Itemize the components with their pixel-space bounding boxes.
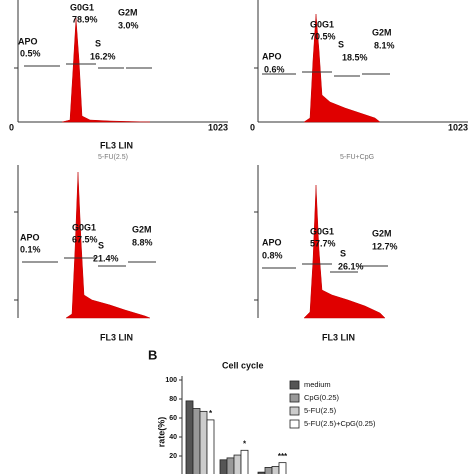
panel-label: B [148, 347, 157, 362]
gate-name: G2M [372, 27, 392, 37]
gate-name: G0G1 [72, 222, 96, 232]
axis-title: FL3 LIN [100, 140, 133, 150]
gate-name: APO [18, 36, 38, 46]
axis-title: FL3 LIN [100, 332, 133, 342]
gate-pct: 3.0% [118, 20, 139, 30]
bar [278, 462, 287, 474]
bar [226, 457, 235, 474]
gate-name: G2M [372, 228, 392, 238]
gate-pct: 8.1% [374, 40, 395, 50]
y-tick-label: 20 [169, 453, 177, 460]
gate-name: S [338, 39, 344, 49]
gate-pct: 67.5% [72, 234, 98, 244]
gate-pct: 26.1% [338, 261, 364, 271]
gate-pct: 0.6% [264, 64, 285, 74]
gate-pct: 70.5% [310, 31, 336, 41]
gate-pct: 12.7% [372, 241, 398, 251]
gate-name: APO [262, 237, 282, 247]
histogram [61, 17, 151, 123]
y-tick-label: 40 [169, 434, 177, 441]
bar [199, 410, 208, 474]
axis-label: 0 [9, 122, 14, 132]
annotation: * [243, 439, 247, 448]
gate-pct: 18.5% [342, 52, 368, 62]
y-tick-label: 60 [169, 415, 177, 422]
axis-label: 1023 [208, 122, 228, 132]
gate-name: S [95, 38, 101, 48]
axis-title: FL3 LIN [322, 332, 355, 342]
legend-swatch [289, 406, 300, 416]
gate-name: G2M [132, 224, 152, 234]
histogram [303, 184, 386, 319]
y-axis-title: rate(%) [156, 417, 166, 448]
histogram-panel: FL3 LIN APO 0.1% G0G1 67.5% S 21.4% G2M … [14, 165, 156, 342]
axis-label: 1023 [448, 122, 468, 132]
y-tick-label: 80 [169, 396, 177, 403]
histogram-panel: 0 1023 FL3 LIN APO 0.5% G0G1 78.9% S 16.… [9, 0, 228, 150]
legend-label: CpG(0.25) [304, 393, 340, 402]
legend-label: medium [304, 380, 331, 389]
gate-pct: 0.5% [20, 48, 41, 58]
legend-swatch [289, 393, 300, 403]
gate-name: G0G1 [310, 19, 334, 29]
histogram-panel: FL3 LIN APO 0.8% G0G1 57.7% S 26.1% G2M … [254, 165, 398, 342]
legend-label: 5-FU(2.5)+CpG(0.25) [304, 419, 376, 428]
histogram [65, 171, 151, 319]
gate-pct: 57.7% [310, 238, 336, 248]
bar [264, 466, 273, 474]
gate-pct: 78.9% [72, 14, 98, 24]
panel-title: 5-FU+CpG [340, 154, 374, 161]
bar [206, 419, 215, 474]
gate-pct: 16.2% [90, 51, 116, 61]
bar [219, 459, 228, 474]
gate-name: G0G1 [70, 2, 94, 12]
chart-title: Cell cycle [222, 360, 264, 370]
bar [233, 454, 242, 474]
bar [192, 408, 201, 474]
legend-swatch [289, 380, 300, 390]
legend-label: 5-FU(2.5) [304, 406, 337, 415]
panel-title: 5-FU(2.5) [98, 154, 128, 161]
gate-pct: 0.8% [262, 250, 283, 260]
legend-swatch [289, 419, 300, 429]
annotation: * [209, 409, 213, 418]
annotation: *** [278, 452, 288, 461]
bar [240, 449, 249, 474]
gate-pct: 8.8% [132, 237, 153, 247]
gate-pct: 0.1% [20, 244, 41, 254]
histogram [303, 13, 381, 123]
gate-name: APO [262, 51, 282, 61]
bar [271, 466, 280, 474]
axis-label: 0 [250, 122, 255, 132]
gate-pct: 21.4% [93, 253, 119, 263]
gate-name: S [98, 240, 104, 250]
gate-name: S [340, 248, 346, 258]
gate-name: G2M [118, 7, 138, 17]
histogram-panel: 0 1023 APO 0.6% G0G1 70.5% S 18.5% G2M 8… [250, 0, 468, 132]
y-tick-label: 100 [165, 377, 177, 384]
gate-name: APO [20, 232, 40, 242]
gate-name: G0G1 [310, 226, 334, 236]
bar [185, 400, 194, 474]
